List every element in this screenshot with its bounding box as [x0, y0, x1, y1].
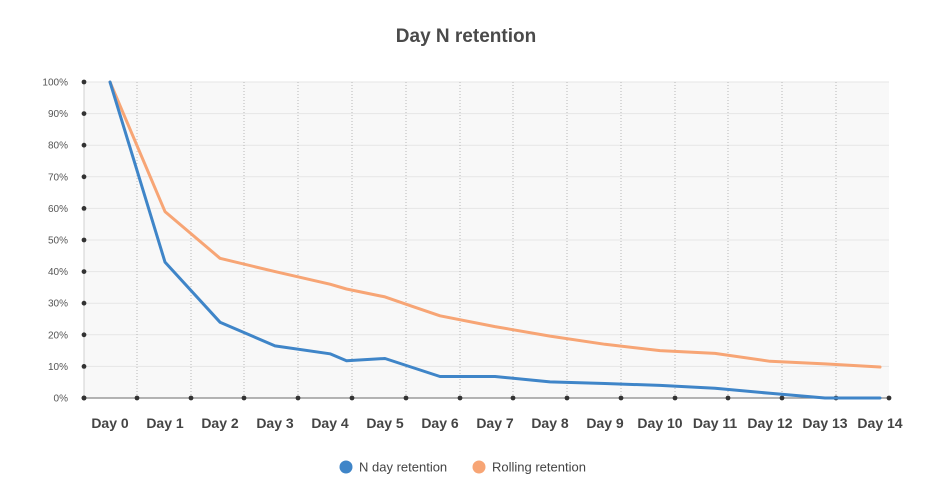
x-tick-dot: [134, 395, 140, 401]
legend-label: Rolling retention: [492, 460, 586, 475]
series-line: [108, 80, 882, 400]
legend-label: N day retention: [359, 460, 447, 475]
y-tick-dot: [81, 300, 87, 306]
y-tick-dot: [81, 79, 87, 85]
x-tick-dot: [725, 395, 731, 401]
y-tick-dot: [81, 142, 87, 148]
legend-marker: [472, 460, 486, 474]
x-tick-label: Day 5: [366, 415, 404, 431]
y-tick-label: 50%: [48, 236, 68, 247]
series-line: [108, 80, 882, 369]
chart-title: Day N retention: [396, 26, 536, 47]
x-tick-dot: [457, 395, 463, 401]
y-tick-dot: [81, 332, 87, 338]
x-tick-label: Day 3: [256, 415, 294, 431]
x-tick-label: Day 2: [201, 415, 239, 431]
y-tick-label: 60%: [48, 204, 68, 215]
y-tick-dot: [81, 111, 87, 116]
legend[interactable]: N day retention Rolling retention: [339, 460, 586, 475]
x-tick-dot: [510, 395, 516, 401]
y-tick-dot: [81, 269, 87, 274]
y-tick-label: 0%: [54, 394, 69, 405]
y-tick-label: 90%: [48, 109, 68, 120]
y-tick-label: 40%: [48, 267, 68, 278]
x-tick-label: Day 11: [693, 415, 738, 431]
x-tick-dot: [618, 395, 624, 401]
x-tick-label: Day 4: [311, 415, 349, 431]
y-tick-dot: [81, 364, 87, 369]
x-axis: Day 0 Day 1 Day 2 Day 3 Day 4 Day 5 Day 6 Day 7…: [81, 395, 903, 431]
y-tick-label: 30%: [48, 299, 68, 310]
x-tick-dot: [779, 395, 785, 401]
y-tick-label: 100%: [42, 78, 68, 89]
x-tick-dot: [81, 395, 87, 401]
series-lines: [108, 80, 882, 400]
x-tick-label: Day 0: [91, 415, 129, 431]
x-tick-label: Day 9: [586, 415, 624, 431]
x-tick-dot: [403, 395, 409, 401]
x-tick-label: Day 6: [421, 415, 459, 431]
legend-item[interactable]: N day retention: [339, 460, 448, 475]
legend-item[interactable]: Rolling retention: [472, 460, 586, 475]
x-tick-dot: [349, 395, 355, 401]
x-tick-label: Day 8: [531, 415, 569, 431]
y-tick-label: 80%: [48, 141, 68, 152]
y-tick-label: 20%: [48, 330, 68, 341]
y-tick-label: 10%: [48, 362, 68, 373]
x-tick-label: Day 10: [637, 415, 682, 431]
y-axis: 0% 10% 20% 30% 40% 50% 60% 70% 80% 90% 100%: [42, 78, 87, 405]
x-tick-dot: [295, 395, 301, 401]
legend-marker: [339, 460, 353, 474]
x-tick-dot: [188, 395, 194, 401]
x-tick-dot: [672, 395, 678, 401]
x-tick-dot: [886, 395, 892, 401]
grid-lines: [84, 81, 889, 398]
x-tick-dot: [564, 395, 570, 401]
x-tick-dot: [241, 395, 247, 401]
x-tick-label: Day 13: [802, 415, 847, 431]
x-tick-label: Day 7: [476, 415, 514, 431]
y-tick-dot: [81, 174, 87, 180]
x-tick-label: Day 1: [146, 415, 184, 431]
y-tick-label: 70%: [48, 172, 68, 183]
x-tick-label: Day 14: [857, 415, 902, 431]
y-tick-dot: [81, 206, 87, 211]
x-tick-label: Day 12: [747, 415, 792, 431]
y-tick-dot: [81, 237, 87, 243]
